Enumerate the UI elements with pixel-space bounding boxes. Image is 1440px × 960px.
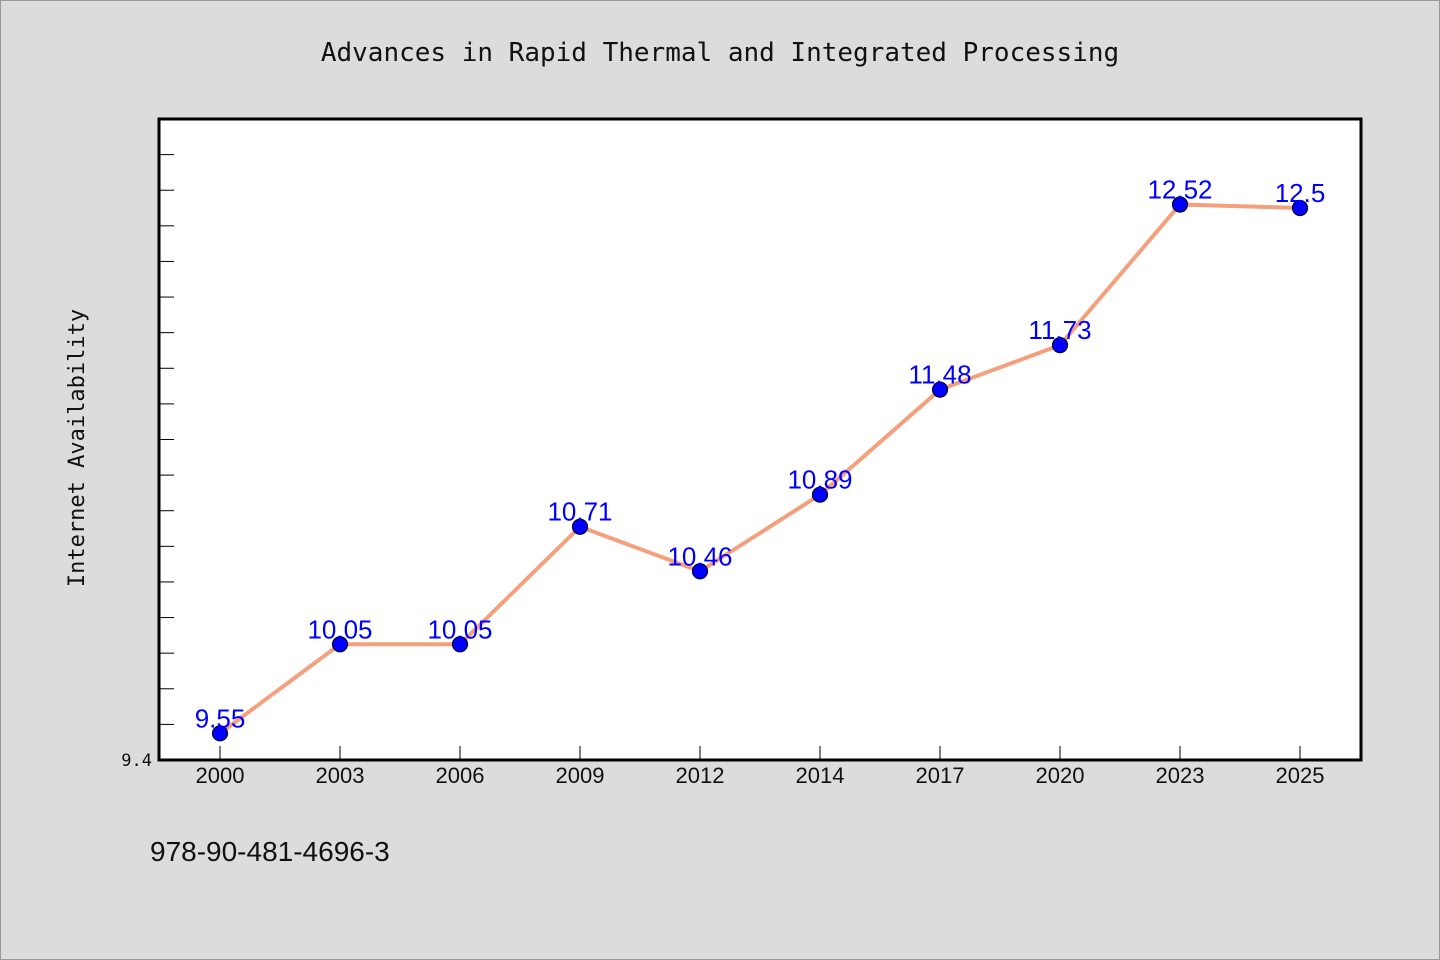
y-axis-label: Internet Availability <box>65 309 90 587</box>
data-point <box>1171 196 1189 213</box>
chart-title: Advances in Rapid Thermal and Integrated… <box>321 38 1119 68</box>
x-tick-label: 2000 <box>196 763 245 788</box>
data-point <box>691 563 709 580</box>
data-markers <box>211 196 1309 742</box>
data-point <box>1051 337 1069 354</box>
data-label: 10.89 <box>787 465 852 495</box>
series-line <box>218 202 1302 736</box>
data-point <box>211 725 229 742</box>
x-tick-label: 2025 <box>1276 763 1325 788</box>
data-label: 12.5 <box>1275 178 1326 208</box>
data-point <box>811 486 829 503</box>
data-label: 9.55 <box>195 703 246 733</box>
data-label: 11.73 <box>1028 315 1091 345</box>
data-label: 11.48 <box>908 360 971 390</box>
x-tick-label: 2014 <box>796 763 845 788</box>
x-axis-ticks: 2000 2003 2006 2009 2012 2014 2017 2020 2023 2025 <box>196 746 1325 788</box>
data-labels: 9.55 10.05 10.05 10.71 10.46 10.89 11.48 11.73 1… <box>195 174 1326 733</box>
data-point <box>331 636 349 653</box>
plot-area <box>157 117 1363 762</box>
y-tick-label: 9.4 <box>121 751 152 771</box>
data-point <box>451 636 469 653</box>
data-label: 10.05 <box>427 614 492 644</box>
x-tick-label: 2003 <box>316 763 365 788</box>
data-point <box>571 518 589 535</box>
data-point <box>931 381 949 398</box>
x-tick-label: 2009 <box>556 763 605 788</box>
isbn-footnote: 978-90-481-4696-3 <box>150 836 390 867</box>
data-label: 10.05 <box>307 614 372 644</box>
data-label: 10.71 <box>547 497 612 527</box>
x-tick-label: 2020 <box>1036 763 1085 788</box>
x-tick-label: 2017 <box>916 763 965 788</box>
data-label: 12.52 <box>1147 174 1212 204</box>
data-label: 10.46 <box>667 541 732 571</box>
x-tick-label: 2006 <box>436 763 485 788</box>
x-tick-label: 2012 <box>676 763 725 788</box>
y-axis-ticks: 9.4 <box>121 154 174 771</box>
data-point <box>1291 199 1309 217</box>
x-tick-label: 2023 <box>1156 763 1205 788</box>
series-line-group <box>218 202 1302 736</box>
